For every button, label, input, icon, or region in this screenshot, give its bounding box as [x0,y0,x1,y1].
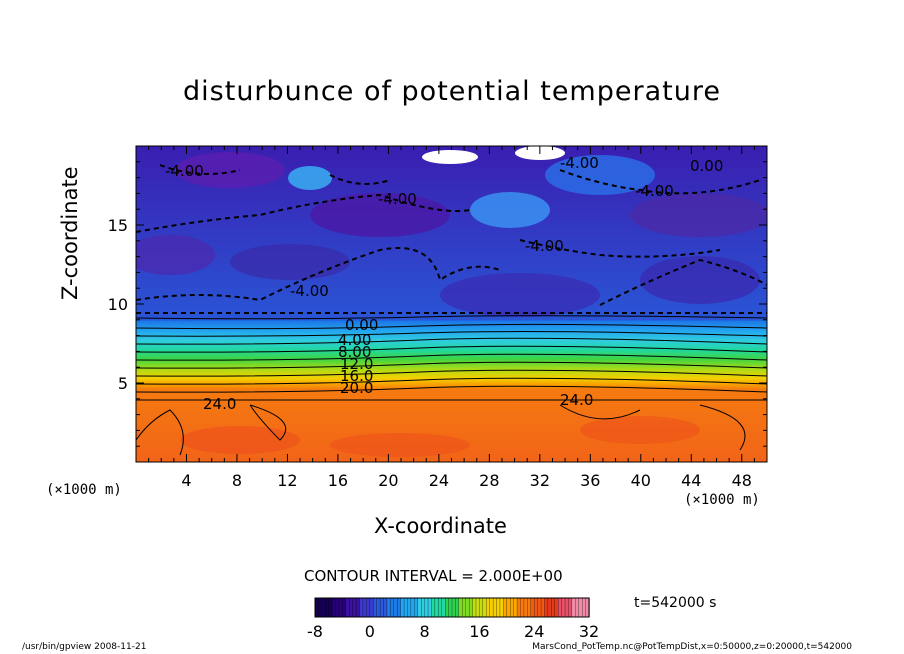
y-ticks: 5 10 15 [108,145,767,463]
x-axis-unit: (×1000 m) [684,492,760,508]
colorbar-ticks: -8 0 8 16 24 32 [307,622,599,641]
x-tick-label: 8 [232,471,242,490]
y-tick-label: 10 [108,295,128,314]
x-tick-label: 36 [580,471,600,490]
contour-labels: 0.00 4.00 8.00 12.0 16.0 20.0 24.0 24.0 … [165,154,723,413]
contour-interval: CONTOUR INTERVAL = 2.000E+00 [304,567,563,585]
contour-label: -4.00 [560,154,599,172]
y-tick-label: 5 [118,374,128,393]
y-axis-unit: (×1000 m) [46,482,122,498]
contour-label: -4.00 [525,237,564,255]
x-tick-label: 48 [732,471,752,490]
colorbar-tick-label: 32 [579,622,599,641]
x-ticks: 4 8 12 16 20 24 28 32 36 40 44 48 [135,146,768,490]
chart-title: disturbunce of potential temperature [183,76,721,107]
colorbar-tick-label: 0 [365,622,375,641]
time-label: t=542000 s [634,595,717,611]
x-tick-label: 32 [530,471,550,490]
x-tick-label: 24 [429,471,449,490]
colorbar [314,597,590,618]
footer-left: /usr/bin/gpview 2008-11-21 [22,642,147,652]
x-tick-label: 12 [277,471,297,490]
x-tick-label: 44 [681,471,701,490]
contour-label: 20.0 [340,379,373,397]
y-axis-title: Z-coordinate [58,166,82,300]
contour-label: 0.00 [345,316,378,334]
footer-right: MarsCond_PotTemp.nc@PotTempDist,x=0:5000… [532,642,852,652]
contour-label: 24.0 [560,391,593,409]
contour-label: -4.00 [378,190,417,208]
contour-label: 0.00 [690,157,723,175]
colorbar-tick-label: 8 [420,622,430,641]
x-axis-title: X-coordinate [374,514,507,538]
x-tick-label: 16 [328,471,348,490]
x-tick-label: 4 [181,471,191,490]
y-tick-label: 15 [108,216,128,235]
colorbar-tick-label: -8 [307,622,323,641]
contour-label: 4.00 [338,331,371,349]
x-tick-label: 28 [479,471,499,490]
colorbar-tick-label: 24 [524,622,544,641]
contour-label: -4.00 [290,282,329,300]
x-tick-label: 20 [378,471,398,490]
colorbar-tick-label: 16 [469,622,489,641]
colorbar-frame [314,597,590,618]
contour-label: 12.0 [340,355,373,373]
contour-label: 8.00 [338,343,371,361]
contour-label: -4.00 [635,182,674,200]
contour-label: 16.0 [340,367,373,385]
contour-field [136,146,767,462]
contour-label: -4.00 [165,162,204,180]
x-tick-label: 40 [631,471,651,490]
contour-label: 24.0 [203,395,236,413]
